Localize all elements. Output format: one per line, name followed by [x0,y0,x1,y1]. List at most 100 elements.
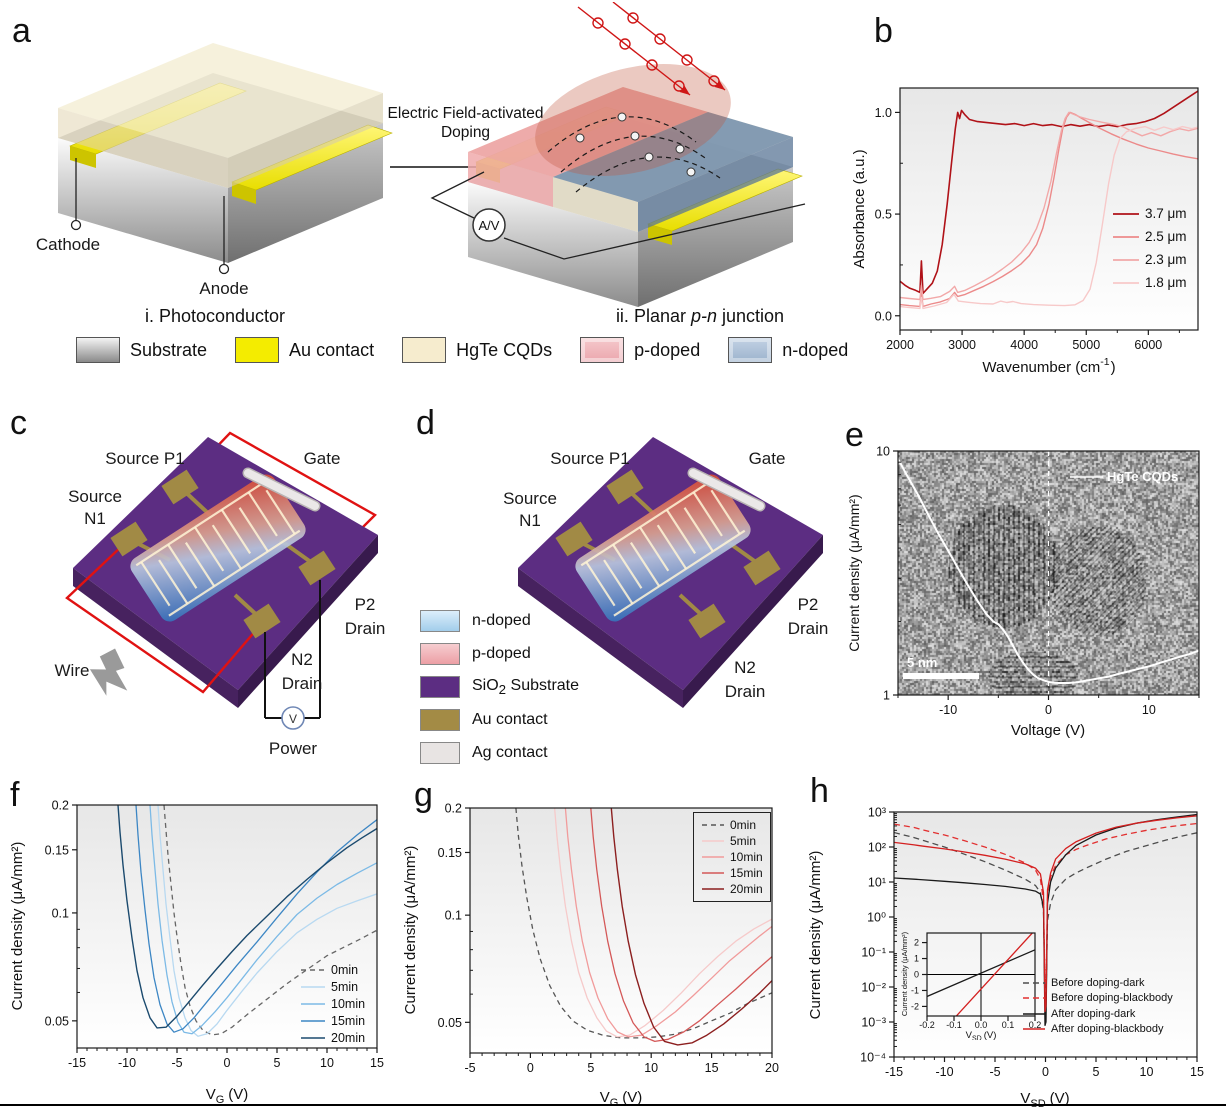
panel-label-b: b [874,12,893,50]
svg-text:1.0: 1.0 [875,106,892,120]
scale-bar-label: 5 nm [907,655,937,670]
legend-item: 20min [301,1030,366,1045]
svg-text:-10: -10 [935,1065,953,1079]
panel-label-g: g [414,776,433,814]
cqd-film-top [58,43,383,158]
source-p1-label: Source P1 [550,449,629,468]
svg-text:1: 1 [914,954,919,964]
legend-item: SiO2 Substrate [420,676,579,698]
svg-text:10⁻⁴: 10⁻⁴ [860,1051,886,1065]
svg-text:3000: 3000 [948,338,976,352]
cqd-film-right [228,93,383,188]
legend-item: 1.8 μm [1113,275,1187,290]
x-axis-label: VSD(V) [1020,1090,1069,1110]
legend-item: 0min [702,818,757,832]
svg-text:5: 5 [1093,1065,1100,1079]
legend-item: 0min [301,962,359,977]
ag-gate-bar [689,469,764,510]
svg-text:10: 10 [644,1061,658,1075]
legend-item: Before doping-dark [1023,976,1145,989]
y-axis-label: Current density (μA/mm²) [402,846,419,1015]
svg-text:Drain: Drain [725,682,766,701]
pn-film [130,474,306,622]
gate-label: Gate [304,449,341,468]
doping-arrow-text: Electric Field-activated Doping [387,105,544,142]
y-axis-label: Current density (μA/mm²) [846,494,862,651]
svg-text:-2: -2 [911,1001,919,1011]
x-axis-label: VG (V) [206,1086,249,1106]
svg-text:2000: 2000 [886,338,914,352]
voltmeter-icon [281,706,305,730]
tem-iv-panel: Current density (μA/mm²) Voltage (V) 5 n… [845,425,1226,765]
legend-item: 20min [702,882,763,896]
chart-legend: 3.7 μm 2.5 μm 2.3 μm 1.8 μm [1112,202,1187,294]
wire-arrow-icon [89,648,128,696]
svg-text:-15: -15 [68,1056,86,1070]
p2-label: P2 [798,595,819,614]
red-wire [65,544,264,694]
y-axis-label: Current density (μA/mm²) [9,842,26,1011]
panel-label-c: c [10,404,27,442]
caption-pn-junction: ii. Planar p-n junction [615,306,785,326]
panel-label-d: d [416,404,435,442]
pn-film [575,474,751,622]
hgte-cqds-swatch [402,337,447,363]
au-pads [555,469,781,639]
svg-text:-1: -1 [911,985,919,995]
svg-text:-5: -5 [989,1065,1000,1079]
n-doped-side [638,137,793,232]
legend-item: 2.5 μm [1113,229,1187,244]
legend-item: Before doping-blackbody [1023,992,1173,1005]
legend-item: p-doped [420,643,579,665]
cqd-film-front [58,108,228,188]
legend-item: Substrate [76,337,207,363]
svg-text:0.2: 0.2 [52,799,69,813]
x-axis-label: VG (V) [600,1089,643,1109]
svg-text:0.5: 0.5 [875,208,892,222]
wired-device-schematic: V Source P1 Gate Source N1 P2 Drain N2 D… [55,431,385,758]
blue-transfer-chart-svg: Current density (μA/mm²) VG (V) -15 -10 -5 0… [9,799,384,1107]
svg-text:0: 0 [224,1056,231,1070]
svg-text:10¹: 10¹ [868,876,886,890]
svg-text:0.0: 0.0 [875,309,892,323]
svg-text:10⁰: 10⁰ [867,911,886,925]
source-n1-label: Source [68,487,122,506]
panel-label-f: f [10,776,20,814]
legend-item: 5min [301,979,359,994]
scale-bar [903,673,979,679]
photon-ray [612,2,726,91]
iv-comparison-chart-svg: Current density (μA/mm²) VSD(V) -15-10-5… [807,806,1204,1111]
legend-item: n-doped [420,610,579,632]
svg-text:10⁻²: 10⁻² [861,981,886,995]
anode-label: Anode [199,279,248,298]
cathode-label: Cathode [36,235,100,254]
svg-text:0: 0 [1042,1065,1049,1079]
legend-item: 15min [301,1013,366,1028]
svg-text:0.2: 0.2 [445,802,462,816]
photoconductor-schematic: Cathode Anode [36,43,393,298]
legend-item: After doping-blackbody [1023,1023,1164,1036]
svg-text:0.15: 0.15 [45,843,69,857]
ray-arrowhead-icon [679,85,690,95]
anode-terminal [218,263,230,275]
panel-d-legend: n-doped p-doped SiO2 Substrate Au contac… [420,610,579,764]
legend-item: 10min [301,996,366,1011]
svg-text:0.0: 0.0 [975,1020,988,1030]
substrate-right [228,123,383,263]
chart-legend: Before doping-dark Before doping-blackbo… [1022,975,1173,1037]
svg-text:2: 2 [914,938,919,948]
source-n1-label: Source [503,489,557,508]
svg-text:-5: -5 [464,1061,475,1075]
ray-arrowhead-icon [714,80,725,90]
svg-text:20: 20 [765,1061,779,1075]
svg-text:-0.1: -0.1 [946,1020,962,1030]
linear-iv-inset: Current density (μA/mm²) VSD (V) -0.2 -0.1… [900,931,1041,1040]
svg-text:N1: N1 [519,511,541,530]
red-transfer-chart: Current density (μA/mm²) VG (V) -5 0 5 10 15 2… [400,785,785,1117]
svg-text:-5: -5 [171,1056,182,1070]
voltmeter-label: V [289,712,297,726]
charge-carriers [575,112,696,177]
n2-label: N2 [734,658,756,677]
panel-label-h: h [810,772,829,810]
